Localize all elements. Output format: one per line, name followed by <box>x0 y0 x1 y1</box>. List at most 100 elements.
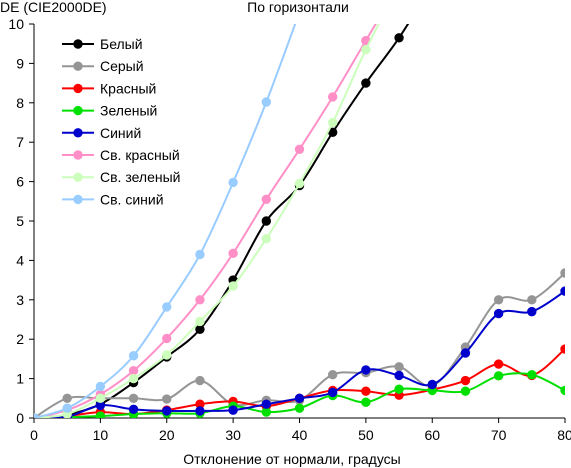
series-line <box>34 24 377 418</box>
data-point <box>327 369 338 380</box>
data-point <box>261 234 272 244</box>
data-point <box>327 92 338 102</box>
y-tick-label: 1 <box>16 371 24 387</box>
data-point <box>162 333 172 344</box>
data-point <box>427 379 437 390</box>
data-point <box>460 386 471 396</box>
x-tick-label: 50 <box>358 427 374 443</box>
legend-item: Св. синий <box>62 191 164 207</box>
data-point <box>294 178 305 189</box>
x-tick-label: 40 <box>292 427 308 443</box>
legend-label: Св. зеленый <box>100 169 180 185</box>
data-point <box>361 365 371 375</box>
data-point <box>560 268 565 278</box>
x-tick-label: 20 <box>159 427 175 443</box>
y-tick-label: 0 <box>16 410 24 426</box>
y-tick-label: 4 <box>16 252 24 268</box>
x-tick-label: 80 <box>557 427 571 443</box>
data-point <box>195 406 205 416</box>
data-point <box>128 373 139 384</box>
series-1 <box>34 24 410 418</box>
data-point <box>162 302 172 312</box>
data-point <box>527 306 537 317</box>
data-point <box>493 308 504 319</box>
data-point <box>195 249 205 260</box>
axes: 0 10 20 30 40 50 60 70 80 0 1 2 3 4 5 6 7 8 9 10 <box>8 16 571 443</box>
series-line <box>34 24 410 418</box>
y-tick-label: 7 <box>16 134 24 150</box>
data-point <box>261 194 272 205</box>
data-point <box>62 393 72 403</box>
y-axis-title: DE (CIE2000DE) <box>0 0 107 15</box>
data-point <box>294 403 305 413</box>
x-axis-title: Отклонение от нормали, градусы <box>183 451 400 467</box>
x-tick-label: 30 <box>225 427 241 443</box>
data-point <box>261 216 272 226</box>
y-tick-label: 3 <box>16 292 24 308</box>
data-point <box>327 117 338 128</box>
data-point <box>361 386 371 396</box>
data-point <box>327 387 338 398</box>
data-point <box>228 405 238 415</box>
legend-item: Серый <box>62 58 144 74</box>
legend-item: Св. красный <box>62 147 180 163</box>
y-tick-label: 10 <box>8 16 24 32</box>
legend: Белый Серый Красный Зеленый Синий Св. красный… <box>62 36 180 207</box>
legend-marker <box>73 150 83 160</box>
legend-item: Красный <box>62 80 156 96</box>
data-point <box>493 371 504 381</box>
x-tick-label: 70 <box>491 427 507 443</box>
series-5 <box>34 286 565 418</box>
series-line <box>34 24 297 418</box>
data-point <box>162 406 172 416</box>
data-point <box>261 399 272 409</box>
x-tick-label: 60 <box>424 427 440 443</box>
data-point <box>460 348 471 358</box>
legend-marker <box>73 105 83 116</box>
data-point <box>228 281 238 291</box>
legend-label: Красный <box>100 80 156 96</box>
data-point <box>195 375 205 386</box>
data-point <box>361 44 371 55</box>
data-point <box>394 370 404 381</box>
data-point <box>560 385 565 396</box>
chart-title: По горизонтали <box>247 0 349 15</box>
legend-marker <box>73 128 83 138</box>
data-point <box>361 78 371 88</box>
y-tick-label: 6 <box>16 174 24 190</box>
legend-item: Зеленый <box>62 103 157 119</box>
legend-marker <box>73 194 83 205</box>
data-point <box>95 411 106 418</box>
data-point <box>460 375 471 386</box>
data-point <box>493 295 504 305</box>
x-tick-label: 0 <box>30 427 38 443</box>
data-point <box>128 393 139 403</box>
legend-marker <box>73 61 83 71</box>
data-point <box>162 350 172 360</box>
legend-item: Белый <box>62 36 143 52</box>
data-point <box>294 393 305 403</box>
legend-marker <box>73 39 83 49</box>
legend-label: Серый <box>100 58 144 74</box>
y-tick-label: 5 <box>16 213 24 229</box>
data-point <box>228 248 238 259</box>
legend-item: Св. зеленый <box>62 169 180 185</box>
data-point <box>162 394 172 404</box>
legend-label: Св. красный <box>100 147 180 163</box>
data-point <box>394 362 404 372</box>
series-7 <box>34 24 380 418</box>
data-point <box>527 369 537 380</box>
series-line <box>34 24 380 418</box>
data-point <box>128 404 139 415</box>
y-tick-label: 9 <box>16 55 24 71</box>
legend-marker <box>73 172 83 182</box>
data-point <box>195 316 205 327</box>
series-8 <box>34 24 297 418</box>
y-tick-label: 2 <box>16 331 24 347</box>
legend-label: Белый <box>100 36 143 52</box>
data-point <box>361 397 371 407</box>
series-layer <box>34 24 565 418</box>
legend-label: Синий <box>100 125 141 141</box>
data-point <box>394 384 404 394</box>
